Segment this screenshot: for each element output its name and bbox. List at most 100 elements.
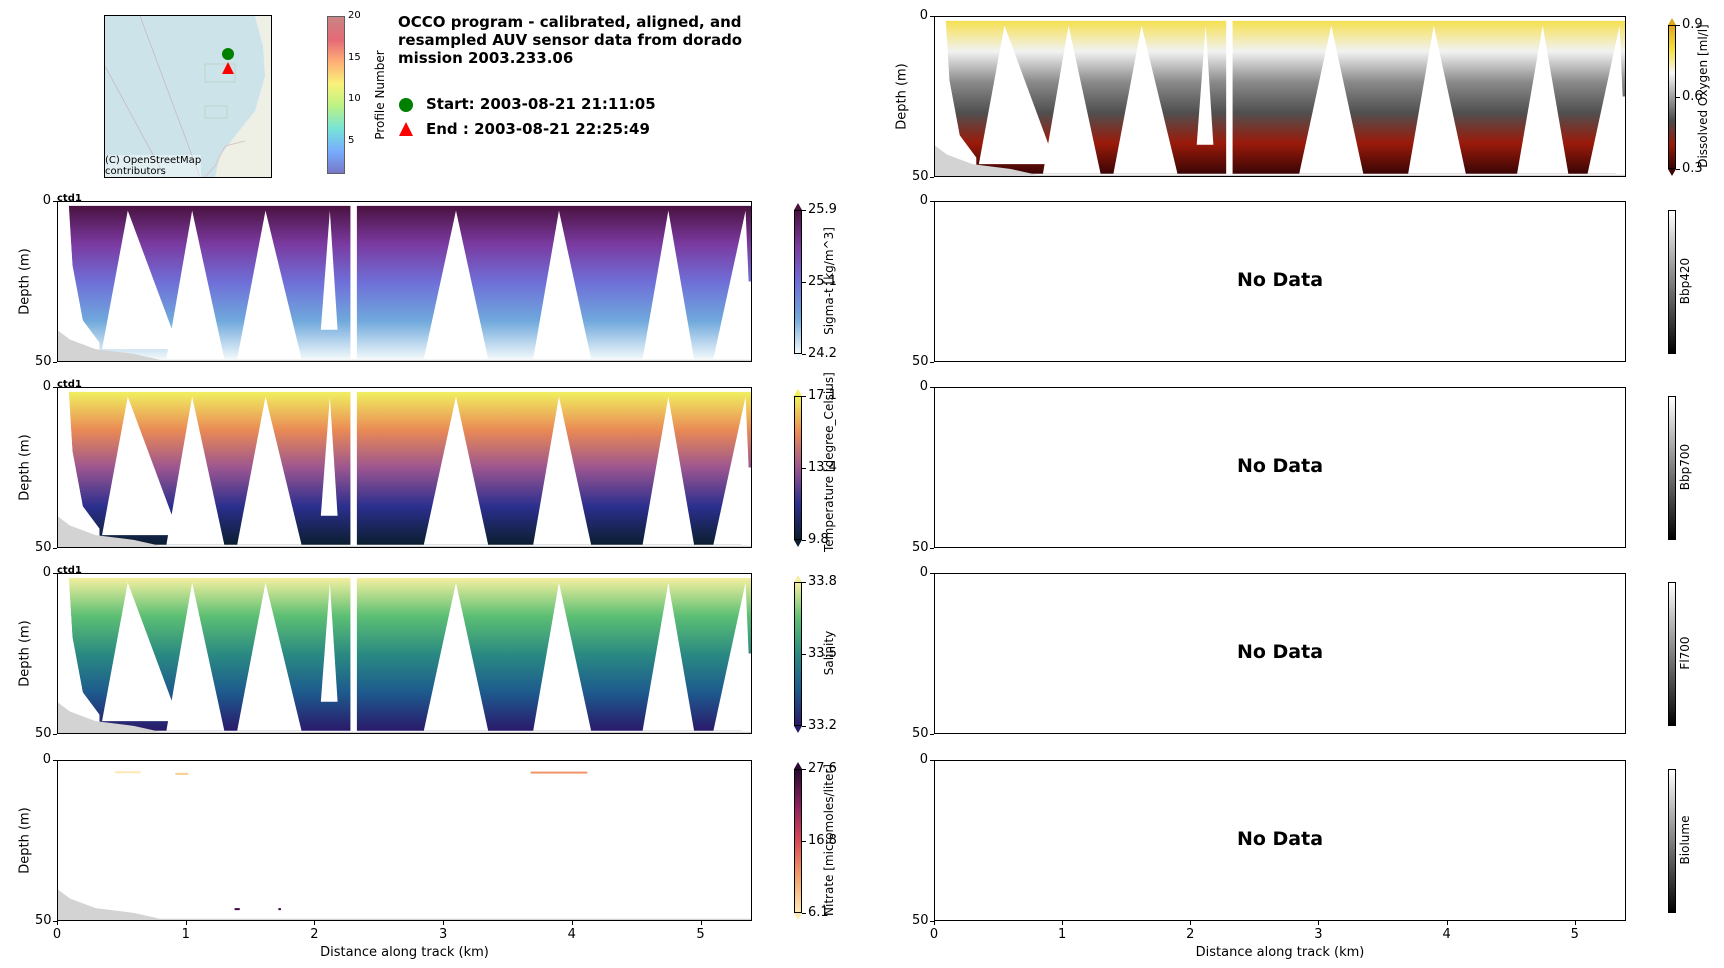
- profile-gap: [1517, 25, 1569, 174]
- profile-gap: [533, 396, 592, 545]
- colorbar-extend-max-icon: [794, 389, 802, 396]
- x-tick-label: 2: [1186, 927, 1195, 942]
- nitrate-sample: [114, 771, 141, 774]
- y-tick-mark: [53, 734, 57, 735]
- bathymetry: [57, 515, 752, 548]
- colorbar-tick-mark: [802, 540, 806, 541]
- y-axis-label: Depth (m): [17, 619, 33, 687]
- no-data-message: No Data: [1236, 640, 1324, 663]
- section-plot: [57, 201, 753, 362]
- section-plot: [934, 16, 1626, 177]
- bathymetry: [934, 144, 1626, 177]
- y-tick-label: 50: [912, 169, 929, 184]
- profile-gap: [166, 210, 225, 359]
- profile-gap: [978, 25, 1056, 165]
- profile-gap: [166, 582, 225, 731]
- y-tick-mark: [930, 177, 934, 178]
- x-tick-label: 3: [1314, 927, 1323, 942]
- colorbar-label: Biolume: [1678, 815, 1692, 865]
- profile-gap: [1299, 25, 1364, 174]
- profile-gap: [237, 396, 302, 545]
- legend-end: End : 2003-08-21 22:25:49: [398, 120, 650, 138]
- axes-frame: [934, 16, 1626, 177]
- colorbar-tick-label: 24.2: [808, 346, 837, 361]
- colorbar-label: Dissolved Oxygen [ml/l]: [1696, 24, 1710, 168]
- instrument-tag: ctd1: [57, 565, 82, 576]
- profile-gap: [642, 582, 695, 731]
- colorbar: [794, 396, 802, 540]
- start-marker-icon: [222, 48, 234, 60]
- y-tick-label: 0: [42, 752, 51, 767]
- colorbar-tick-mark: [1676, 97, 1680, 98]
- colorbar-extend-min-icon: [794, 913, 802, 920]
- x-tick-mark: [314, 921, 316, 925]
- y-tick-mark: [930, 548, 934, 549]
- colorbar-extend-max-icon: [794, 762, 802, 769]
- nitrate-sample: [234, 908, 240, 911]
- end-marker-icon: [222, 62, 234, 74]
- y-tick-mark: [53, 387, 57, 388]
- coastline-land: [215, 16, 271, 177]
- axes-frame: [57, 760, 752, 921]
- start-circle-icon: [399, 98, 413, 112]
- profile-colorbar-tick: 10: [348, 93, 361, 105]
- colorbar-tick-mark: [802, 654, 806, 655]
- colorbar-label: Salinity: [822, 630, 836, 676]
- profile-gap: [320, 210, 338, 330]
- colorbar: [794, 769, 802, 913]
- y-tick-label: 50: [35, 913, 52, 928]
- x-tick-label: 4: [1442, 927, 1451, 942]
- profile-gap: [1113, 25, 1178, 174]
- end-triangle-icon: [399, 122, 413, 136]
- profile-gap: [713, 210, 752, 359]
- bathymetry: [57, 888, 752, 921]
- profile-gap: [713, 396, 752, 545]
- y-tick-label: 0: [919, 193, 928, 208]
- colorbar-label: Bbp420: [1678, 257, 1692, 305]
- profile-gap: [423, 396, 489, 545]
- colorbar-tick-mark: [802, 396, 806, 397]
- profile-colorbar-tick: 15: [348, 51, 361, 63]
- axes-frame: [57, 387, 752, 548]
- colorbar-extend-min-icon: [794, 540, 802, 547]
- legend-start-label: Start: 2003-08-21 21:11:05: [426, 95, 656, 113]
- y-tick-mark: [53, 548, 57, 549]
- colorbar-tick-label: 0.3: [1682, 161, 1703, 176]
- map-features: [105, 16, 271, 177]
- profile-gap: [533, 210, 592, 359]
- profile-gap: [237, 582, 302, 731]
- colorbar-tick-label: 9.8: [808, 532, 829, 547]
- colorbar-tick-label: 0.6: [1682, 89, 1703, 104]
- y-tick-mark: [53, 201, 57, 202]
- profile-colorbar-tick: 5: [348, 134, 355, 146]
- profile-gap: [1196, 25, 1214, 145]
- nitrate-sample: [278, 908, 281, 911]
- track-map: (C) OpenStreetMap contributors: [104, 15, 272, 178]
- y-tick-label: 50: [35, 726, 52, 741]
- x-tick-label: 4: [567, 927, 576, 942]
- no-data-message: No Data: [1236, 827, 1324, 850]
- y-tick-mark: [930, 921, 934, 922]
- colorbar-extend-max-icon: [1668, 18, 1676, 25]
- y-tick-mark: [930, 573, 934, 574]
- colorbar: [1668, 210, 1676, 354]
- colorbar-tick-label: 33.5: [808, 646, 837, 661]
- profile-gap: [1408, 25, 1466, 174]
- instrument-tag: ctd1: [57, 379, 82, 390]
- colorbar-tick-mark: [1676, 169, 1680, 170]
- x-tick-mark: [1190, 921, 1192, 925]
- y-axis-label: Depth (m): [17, 247, 33, 315]
- x-tick-mark: [700, 921, 702, 925]
- y-axis-label: Depth (m): [17, 433, 33, 501]
- y-tick-mark: [930, 362, 934, 363]
- section-axes-bbp700: [934, 387, 1626, 548]
- colorbar-tick-mark: [802, 282, 806, 283]
- y-tick-mark: [930, 201, 934, 202]
- colorbar-tick-label: 33.2: [808, 718, 837, 733]
- x-tick-label: 1: [181, 927, 190, 942]
- y-axis-label: Depth (m): [894, 62, 910, 130]
- colorbar-extend-min-icon: [794, 354, 802, 361]
- colorbar-extend-min-icon: [794, 726, 802, 733]
- colorbar-tick-label: 6.1: [808, 905, 829, 920]
- colorbar-tick-mark: [802, 582, 806, 583]
